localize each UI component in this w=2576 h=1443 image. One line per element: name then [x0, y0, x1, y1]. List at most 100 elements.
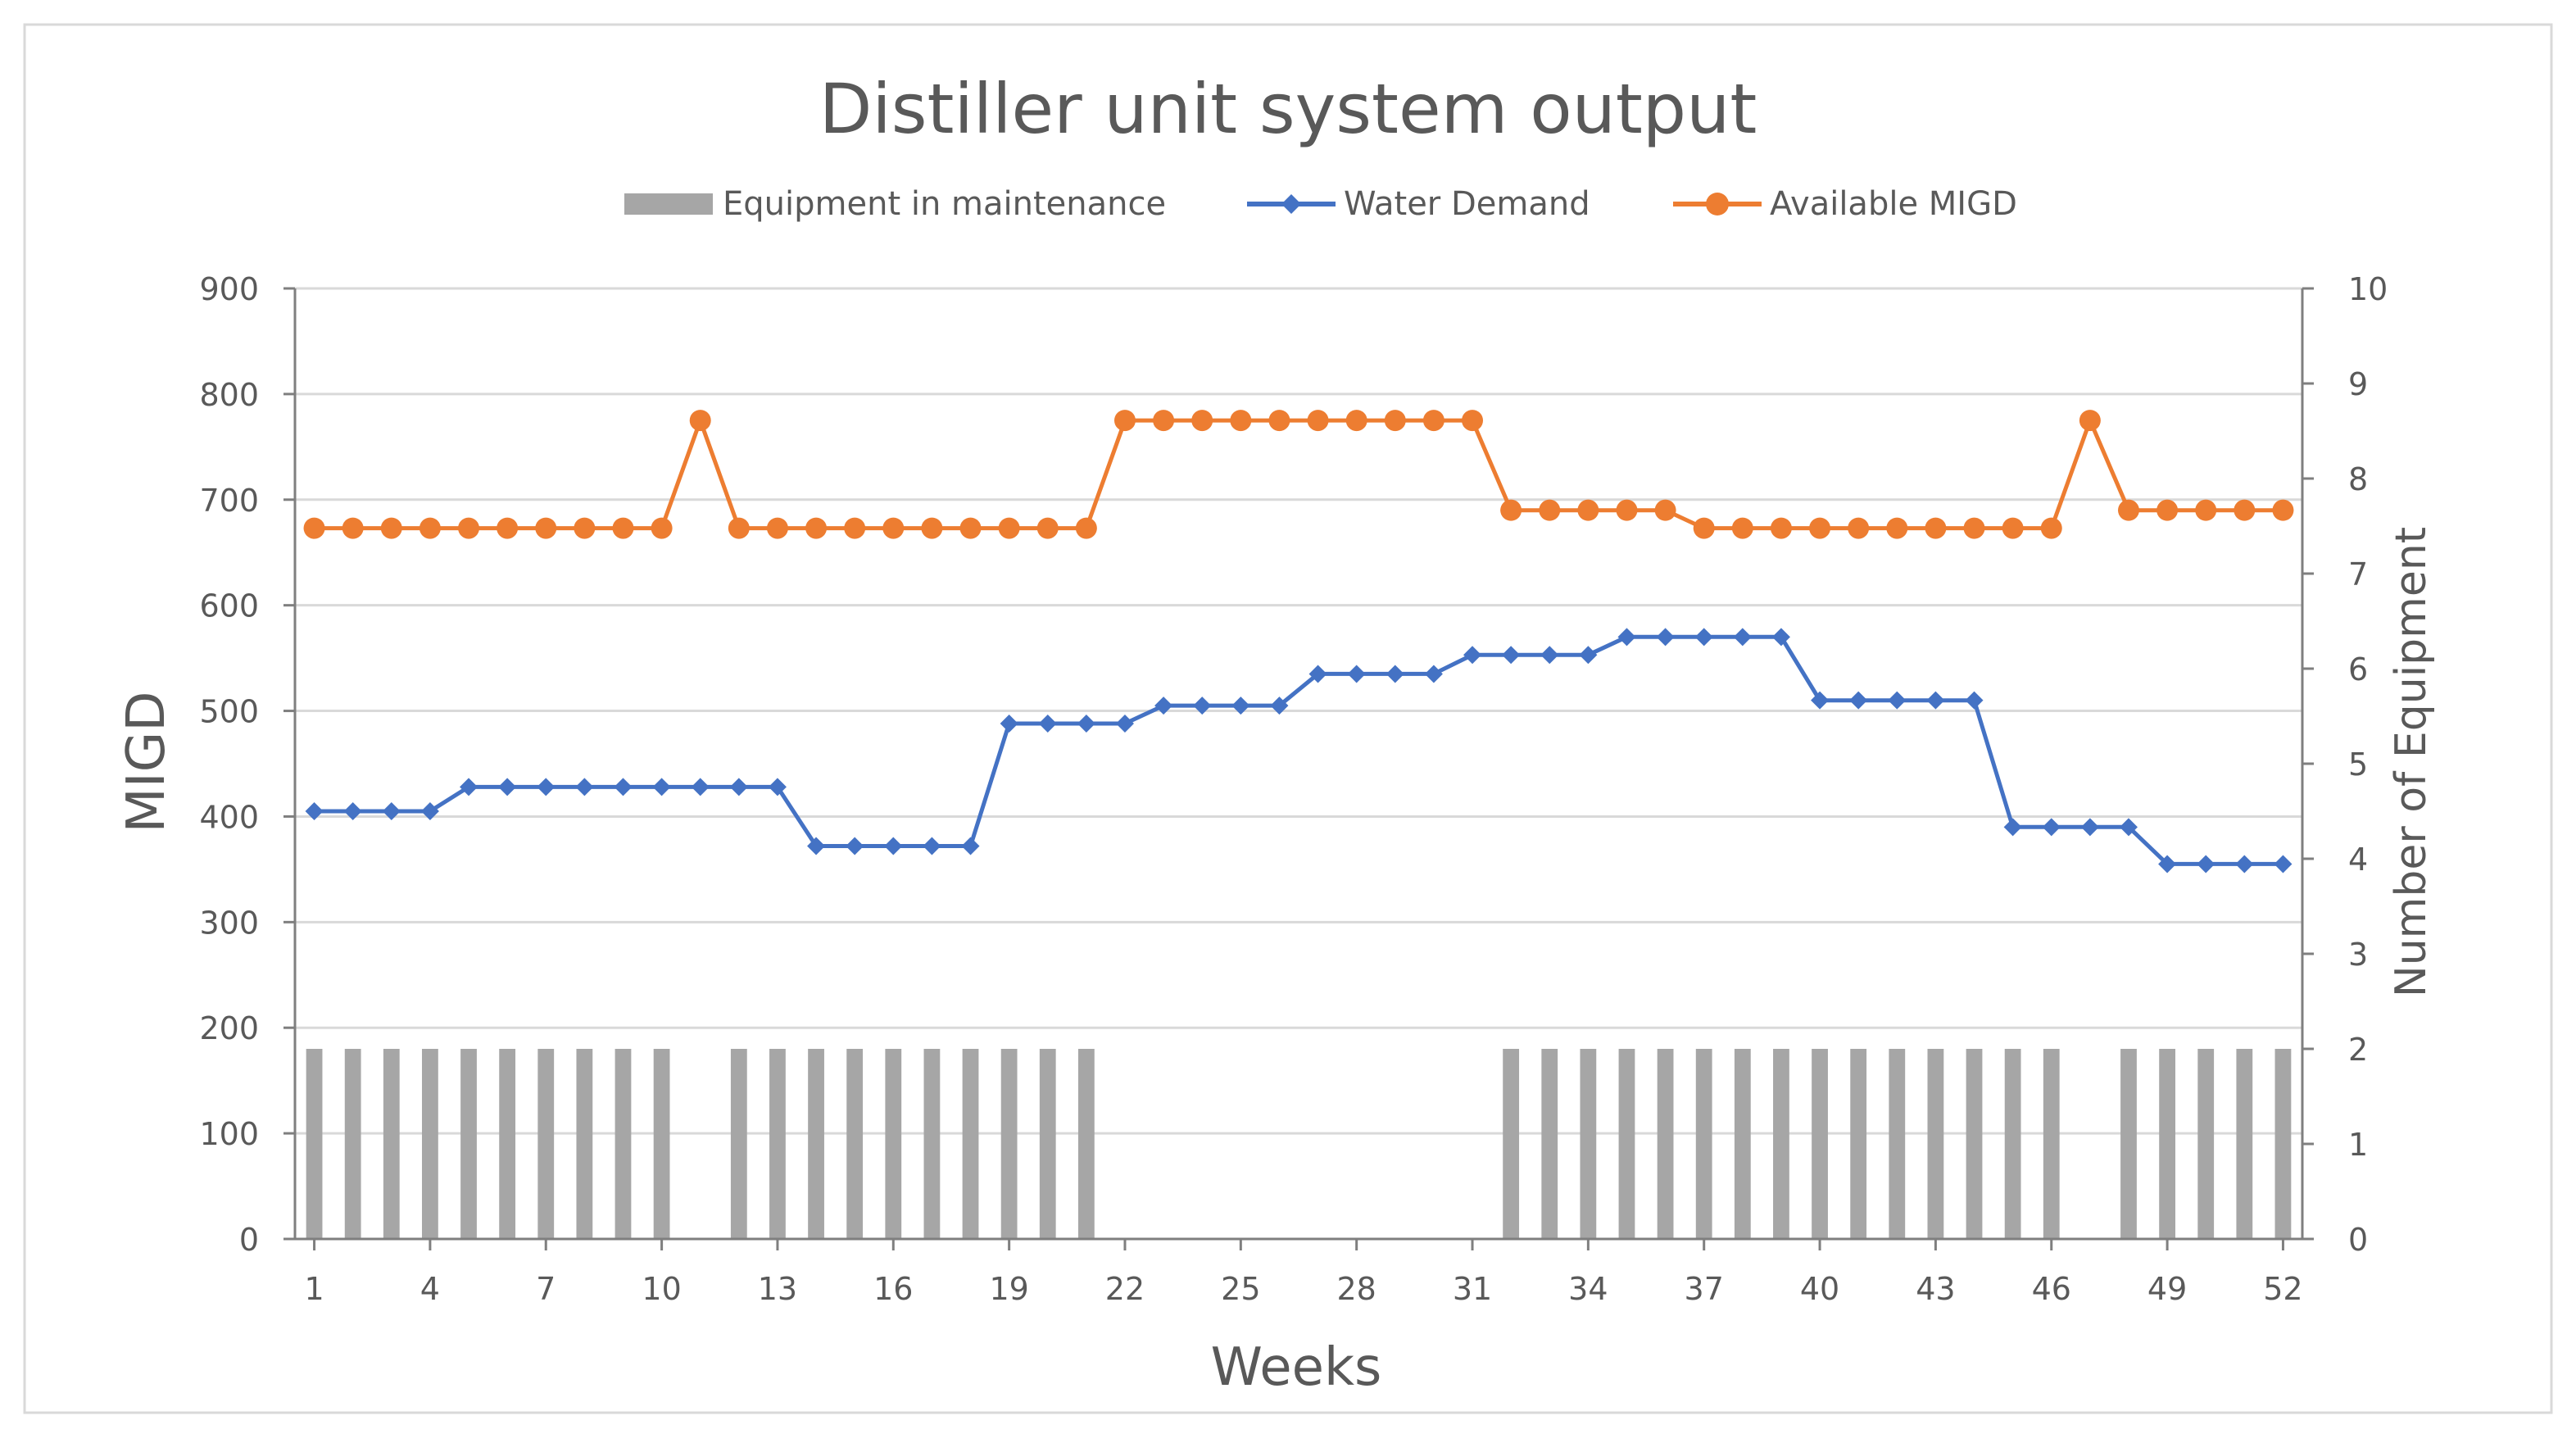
maintenance-bar: [2120, 1049, 2137, 1239]
available-migd-point: [689, 410, 711, 432]
available-migd-point: [2002, 517, 2024, 539]
water-demand-point: [1811, 691, 1830, 710]
water-demand-point: [1849, 691, 1868, 710]
maintenance-bar: [537, 1049, 555, 1239]
y-right-tick-label: 7: [2348, 556, 2368, 592]
y-left-tick-label: 100: [199, 1116, 259, 1152]
available-migd-point: [342, 517, 364, 539]
x-tick-label: 19: [989, 1271, 1028, 1307]
available-migd-point: [2234, 499, 2256, 521]
y-right-tick-label: 4: [2348, 842, 2368, 878]
available-migd-point: [766, 517, 788, 539]
available-migd-point: [844, 517, 866, 539]
water-demand-point: [961, 837, 980, 855]
available-migd-point: [2117, 499, 2139, 521]
y-left-tick-label: 900: [199, 271, 259, 307]
water-demand-point: [1926, 691, 1945, 710]
y-left-tick-label: 300: [199, 905, 259, 941]
available-migd-point: [805, 517, 828, 539]
axes: [283, 287, 2314, 1250]
x-tick-label: 1: [304, 1271, 324, 1307]
maintenance-bar: [885, 1049, 902, 1239]
x-tick-label: 43: [1916, 1271, 1955, 1307]
available-migd-point: [728, 517, 750, 539]
legend-marker-available-migd: [1706, 193, 1729, 216]
y-axis-right-label: Number of Equipment: [2387, 527, 2436, 997]
available-migd-point: [1230, 410, 1252, 432]
maintenance-bar: [846, 1049, 864, 1239]
legend-item-available-migd: Available MIGD: [1673, 185, 2017, 223]
available-migd-point: [1848, 517, 1870, 539]
x-tick-label: 16: [873, 1271, 913, 1307]
available-migd-point: [1036, 517, 1059, 539]
x-tick-label: 7: [536, 1271, 556, 1307]
available-migd-point: [1422, 410, 1444, 432]
legend-label-water-demand: Water Demand: [1344, 185, 1590, 223]
y-left-tick-label: 600: [199, 588, 259, 624]
water-demand-point: [2080, 818, 2099, 837]
available-migd-point: [1462, 410, 1484, 432]
available-migd-point: [1268, 410, 1290, 432]
y-right-tick-label: 5: [2348, 746, 2368, 783]
available-migd-point: [1809, 517, 1831, 539]
available-migd-point: [998, 517, 1020, 539]
maintenance-bar: [1580, 1049, 1597, 1239]
available-migd-point: [497, 517, 519, 539]
available-migd-point: [1731, 517, 1753, 539]
water-demand-point: [1733, 628, 1752, 647]
x-tick-label: 37: [1685, 1271, 1724, 1307]
x-tick-label: 52: [2263, 1271, 2302, 1307]
x-tick-label: 28: [1336, 1271, 1376, 1307]
maintenance-bar: [1618, 1049, 1635, 1239]
available-migd-point: [458, 517, 480, 539]
water-demand-point: [1771, 628, 1790, 647]
available-migd-point: [651, 517, 673, 539]
x-tick-label: 31: [1453, 1271, 1492, 1307]
available-migd-point: [2079, 410, 2101, 432]
water-demand-point: [343, 802, 362, 820]
chart-title: Distiller unit system output: [819, 69, 1757, 149]
water-demand-point: [2119, 818, 2138, 837]
maintenance-bar: [2274, 1049, 2292, 1239]
y-left-tick-label: 800: [199, 377, 259, 413]
x-tick-label: 49: [2147, 1271, 2187, 1307]
y-right-tick-label: 0: [2348, 1222, 2368, 1258]
available-migd-point: [1654, 499, 1676, 521]
available-migd-point: [419, 517, 441, 539]
maintenance-bar: [1966, 1049, 1983, 1239]
available-migd-point: [535, 517, 557, 539]
maintenance-bar: [808, 1049, 824, 1239]
y-right-tick-label: 1: [2348, 1127, 2368, 1163]
water-demand-point: [1579, 646, 1598, 665]
maintenance-bar: [653, 1049, 670, 1239]
maintenance-bars: [306, 1049, 2292, 1239]
maintenance-bar: [1000, 1049, 1018, 1239]
water-demand-point: [2274, 855, 2293, 874]
y-left-tick-label: 0: [239, 1222, 259, 1258]
available-migd-point: [1113, 410, 1136, 432]
maintenance-bar: [1503, 1049, 1520, 1239]
water-demand-point: [1154, 697, 1173, 715]
maintenance-bar: [1812, 1049, 1828, 1239]
water-demand-point: [1386, 665, 1404, 683]
maintenance-bar: [2159, 1049, 2175, 1239]
legend-item-maintenance: Equipment in maintenance: [624, 185, 1166, 223]
maintenance-bar: [344, 1049, 361, 1239]
available-migd-point: [1539, 499, 1561, 521]
x-tick-label: 25: [1221, 1271, 1260, 1307]
available-migd-point: [1191, 410, 1213, 432]
water-demand-point: [1270, 697, 1289, 715]
available-migd-point: [1693, 517, 1715, 539]
x-tick-label: 13: [758, 1271, 797, 1307]
available-migd-point: [2040, 517, 2062, 539]
x-tick-label: 40: [1800, 1271, 1839, 1307]
water-demand-point: [498, 778, 517, 796]
available-migd-line: [314, 414, 2283, 531]
water-demand-point: [1888, 691, 1907, 710]
maintenance-bar: [422, 1049, 438, 1239]
y-right-tick-label: 10: [2348, 271, 2388, 307]
maintenance-bar: [1077, 1049, 1095, 1239]
y-left-tick-label: 700: [199, 483, 259, 519]
